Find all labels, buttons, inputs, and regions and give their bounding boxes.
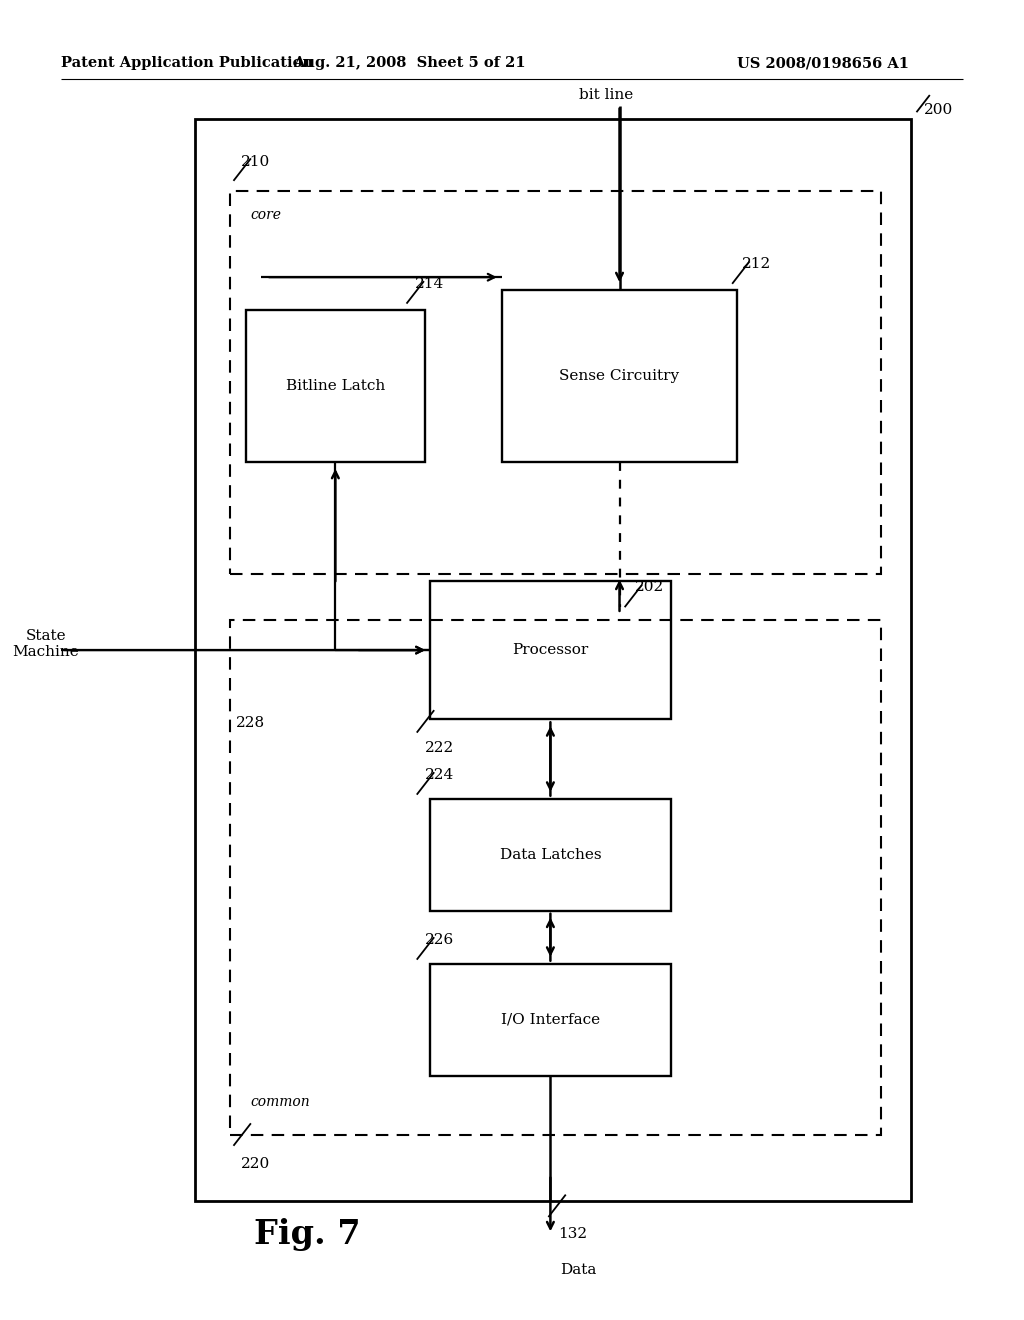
Text: 228: 228 bbox=[236, 715, 264, 730]
Bar bbox=[502, 290, 737, 462]
Text: Bitline Latch: Bitline Latch bbox=[286, 379, 385, 393]
Text: Patent Application Publication: Patent Application Publication bbox=[61, 57, 313, 70]
Text: 212: 212 bbox=[742, 257, 772, 271]
Text: 210: 210 bbox=[241, 156, 270, 169]
Bar bbox=[195, 119, 911, 1201]
Text: Processor: Processor bbox=[512, 643, 589, 657]
Text: State
Machine: State Machine bbox=[12, 630, 80, 659]
Bar bbox=[430, 799, 671, 911]
Bar bbox=[430, 964, 671, 1076]
Text: I/O Interface: I/O Interface bbox=[501, 1012, 600, 1027]
Text: common: common bbox=[251, 1096, 310, 1109]
Bar bbox=[246, 310, 425, 462]
Bar bbox=[430, 581, 671, 719]
Text: 200: 200 bbox=[924, 103, 953, 116]
Text: 224: 224 bbox=[425, 768, 455, 781]
Text: 214: 214 bbox=[415, 277, 444, 290]
Text: Aug. 21, 2008  Sheet 5 of 21: Aug. 21, 2008 Sheet 5 of 21 bbox=[293, 57, 526, 70]
Text: 220: 220 bbox=[241, 1158, 270, 1171]
Text: Data: Data bbox=[561, 1263, 597, 1276]
Text: 222: 222 bbox=[425, 742, 455, 755]
Text: 202: 202 bbox=[635, 581, 665, 594]
Text: Sense Circuitry: Sense Circuitry bbox=[559, 370, 680, 383]
Text: core: core bbox=[251, 209, 282, 222]
Text: bit line: bit line bbox=[579, 88, 633, 102]
Text: 226: 226 bbox=[425, 933, 455, 946]
Bar bbox=[230, 620, 881, 1135]
Bar bbox=[230, 191, 881, 574]
Text: 132: 132 bbox=[559, 1228, 588, 1241]
Text: US 2008/0198656 A1: US 2008/0198656 A1 bbox=[737, 57, 909, 70]
Text: Fig. 7: Fig. 7 bbox=[254, 1217, 360, 1251]
Text: Data Latches: Data Latches bbox=[500, 847, 601, 862]
